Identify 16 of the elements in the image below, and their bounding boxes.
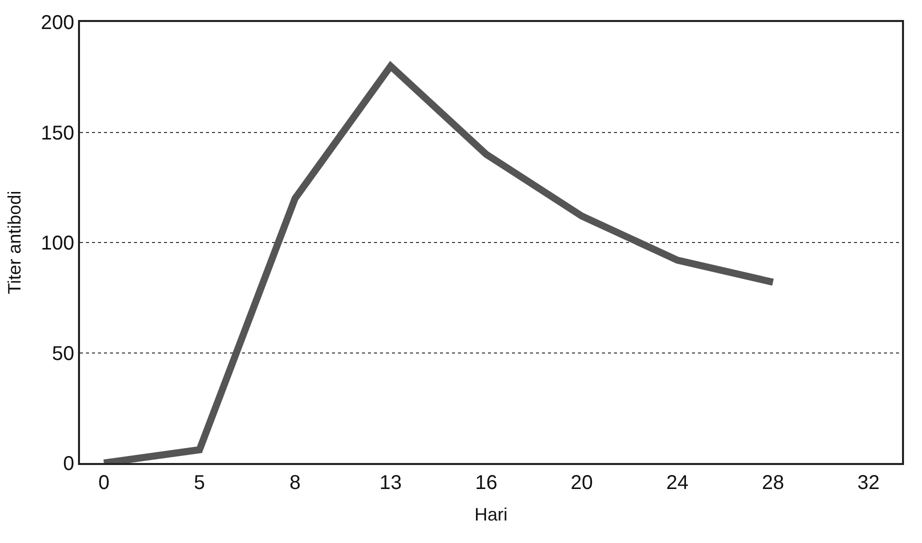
y-tick-label: 100 [40,232,74,254]
y-axis-title: Titer antibodi [4,190,25,294]
x-axis-title: Hari [474,504,508,524]
x-tick-label: 5 [194,472,206,494]
x-tick-label: 0 [98,472,110,494]
x-tick-label: 13 [380,472,402,494]
y-tick-label: 0 [63,453,74,475]
x-tick-label: 16 [475,472,498,494]
x-tick-label: 24 [666,472,689,494]
x-tick-label: 28 [762,472,784,494]
y-tick-label: 50 [52,342,74,365]
y-tick-label: 150 [40,122,74,144]
y-tick-label: 200 [40,12,74,34]
x-tick-label: 8 [289,472,301,494]
x-tick-label: 32 [857,472,880,494]
x-tick-label: 20 [570,472,593,494]
